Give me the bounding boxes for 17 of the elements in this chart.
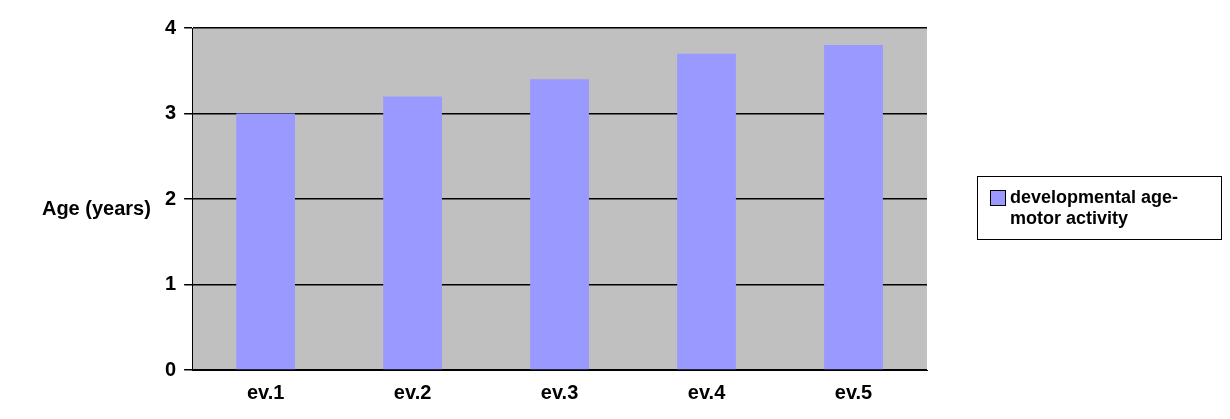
x-tick-label: ev.1 [246,380,285,403]
x-tick-label: ev.3 [540,380,579,403]
y-tick-label: 0 [164,357,177,380]
legend-label: developmental age-motor activity [1009,187,1179,229]
y-axis-title: Age (years) [40,196,152,220]
bar [824,45,883,370]
bar [236,113,295,370]
bar [383,96,442,370]
bar [530,79,589,370]
y-tick-label: 4 [164,15,177,38]
bar [677,53,736,370]
y-tick-label: 1 [164,272,177,295]
y-tick-label: 2 [164,186,177,209]
x-tick-label: ev.2 [393,380,432,403]
x-tick-label: ev.5 [834,380,873,403]
x-tick-label: ev.4 [687,380,727,403]
y-tick-label: 3 [164,101,177,124]
